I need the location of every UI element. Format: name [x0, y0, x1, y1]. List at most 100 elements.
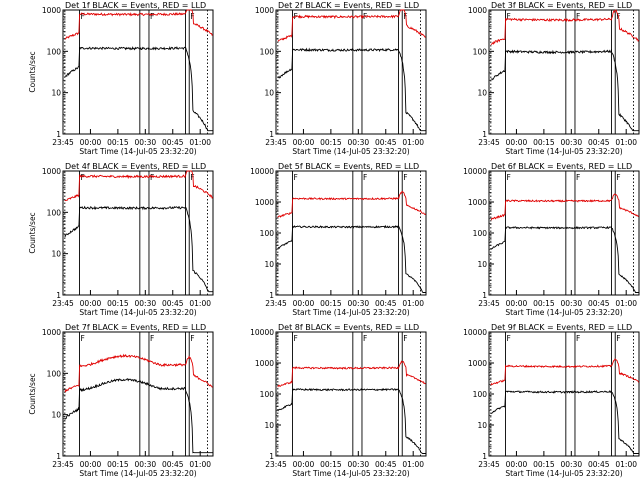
marker-flag-label: F [576, 334, 580, 343]
panel-det-6: Det 6f BLACK = Events, RED = LLD 1 10 100 10… [463, 162, 640, 317]
lld-series-line [277, 9, 426, 42]
x-tick-label: 01:00 [402, 299, 424, 308]
plot-frame [62, 331, 214, 457]
x-axis-label: Start Time (14-Jul-05 23:32:20) [292, 308, 409, 317]
marker-flag-label: F [403, 334, 407, 343]
x-tick-label: 01:00 [615, 138, 637, 147]
panel-det-8: Det 8f BLACK = Events, RED = LLD 1 10 100 10… [250, 323, 427, 478]
panel-title: Det 6f BLACK = Events, RED = LLD [491, 162, 632, 171]
plot-frame [275, 331, 427, 457]
x-tick-label: 00:15 [320, 138, 342, 147]
marker-flag-label: F [293, 334, 297, 343]
panel-det-9: Det 9f BLACK = Events, RED = LLD 1 10 100 10… [463, 323, 640, 478]
y-tick-label: 10000 [250, 328, 274, 337]
y-tick-label: 1 [269, 452, 274, 461]
x-tick-label: 00:00 [293, 460, 315, 469]
x-tick-label: 01:00 [402, 138, 424, 147]
x-axis-label: Start Time (14-Jul-05 23:32:20) [505, 147, 622, 156]
marker-flag-label: F [403, 12, 407, 21]
y-tick-label: 100 [47, 208, 62, 217]
x-tick-label: 00:15 [320, 299, 342, 308]
panel-title: Det 3f BLACK = Events, RED = LLD [491, 1, 632, 10]
x-tick-label: 00:15 [107, 138, 129, 147]
y-axis-label: Counts/sec [28, 373, 37, 414]
panel-title: Det 4f BLACK = Events, RED = LLD [65, 162, 206, 171]
plot-frame [275, 170, 427, 296]
panel-det-4: Det 4f BLACK = Events, RED = LLD 1 10 100 10… [28, 162, 214, 317]
y-tick-label: 1000 [255, 198, 274, 207]
y-tick-label: 10000 [250, 167, 274, 176]
y-tick-label: 1000 [42, 167, 61, 176]
panel-title: Det 7f BLACK = Events, RED = LLD [65, 323, 206, 332]
x-axis-label: Start Time (14-Jul-05 23:32:20) [79, 308, 196, 317]
x-tick-label: 00:30 [561, 460, 583, 469]
y-tick-label: 10 [264, 89, 274, 98]
x-tick-label: 00:30 [135, 460, 157, 469]
y-tick-label: 10 [477, 89, 487, 98]
y-tick-label: 100 [260, 47, 275, 56]
x-tick-label: 00:15 [320, 460, 342, 469]
x-tick-label: 00:15 [533, 138, 555, 147]
y-tick-label: 1 [482, 130, 487, 139]
lld-series-line [490, 9, 640, 45]
x-tick-label: 23:45 [52, 138, 74, 147]
panel-title: Det 9f BLACK = Events, RED = LLD [491, 323, 632, 332]
lld-series-line [64, 170, 214, 202]
y-tick-label: 10 [51, 250, 61, 259]
x-tick-label: 00:15 [107, 299, 129, 308]
marker-flag-label: F [150, 12, 154, 21]
marker-flag-label: F [506, 12, 510, 21]
x-tick-label: 00:15 [107, 460, 129, 469]
events-series-line [490, 225, 639, 293]
y-tick-label: 1000 [42, 328, 61, 337]
x-tick-label: 00:45 [588, 138, 610, 147]
x-tick-label: 01:00 [615, 460, 637, 469]
lld-series-line [277, 190, 427, 218]
x-tick-label: 00:45 [375, 460, 397, 469]
x-tick-label: 00:30 [348, 460, 370, 469]
x-tick-label: 00:30 [135, 138, 157, 147]
panel-det-5: Det 5f BLACK = Events, RED = LLD 1 10 100 10… [250, 162, 427, 317]
y-axis-label: Counts/sec [28, 51, 37, 92]
lld-series-line [490, 193, 639, 221]
x-tick-label: 00:00 [506, 138, 528, 147]
events-series-line [64, 378, 213, 454]
x-tick-label: 00:45 [588, 299, 610, 308]
y-tick-label: 1000 [468, 198, 487, 207]
y-tick-label: 100 [47, 47, 62, 56]
x-axis-label: Start Time (14-Jul-05 23:32:20) [79, 469, 196, 478]
x-tick-label: 01:00 [189, 299, 211, 308]
y-tick-label: 100 [260, 229, 275, 238]
y-tick-label: 10 [264, 260, 274, 269]
y-tick-label: 1 [56, 452, 61, 461]
x-tick-label: 23:45 [265, 299, 287, 308]
y-tick-label: 1000 [42, 6, 61, 15]
y-tick-label: 100 [473, 47, 488, 56]
marker-flag-label: F [363, 334, 367, 343]
y-tick-label: 1 [269, 130, 274, 139]
y-tick-label: 100 [260, 390, 275, 399]
x-tick-label: 23:45 [265, 460, 287, 469]
events-series-line [64, 205, 213, 293]
panel-det-7: Det 7f BLACK = Events, RED = LLD 1 10 100 10… [28, 323, 214, 478]
x-tick-label: 23:45 [478, 460, 500, 469]
y-tick-label: 10 [477, 421, 487, 430]
x-tick-label: 00:15 [533, 460, 555, 469]
marker-flag-label: F [80, 12, 84, 21]
y-tick-label: 1 [269, 291, 274, 300]
x-axis-label: Start Time (14-Jul-05 23:32:20) [292, 469, 409, 478]
y-tick-label: 10 [264, 421, 274, 430]
x-tick-label: 00:45 [162, 299, 184, 308]
x-tick-label: 00:00 [506, 299, 528, 308]
x-tick-label: 00:00 [293, 299, 315, 308]
x-axis-label: Start Time (14-Jul-05 23:32:20) [292, 147, 409, 156]
lld-series-line [64, 9, 213, 40]
x-tick-label: 23:45 [52, 299, 74, 308]
x-tick-label: 00:30 [561, 138, 583, 147]
x-tick-label: 00:45 [375, 299, 397, 308]
panel-det-1: Det 1f BLACK = Events, RED = LLD 1 10 100 10… [28, 1, 214, 156]
panel-title: Det 8f BLACK = Events, RED = LLD [278, 323, 419, 332]
x-tick-label: 00:00 [80, 460, 102, 469]
lld-series-line [490, 358, 640, 386]
plot-frame [62, 9, 214, 135]
